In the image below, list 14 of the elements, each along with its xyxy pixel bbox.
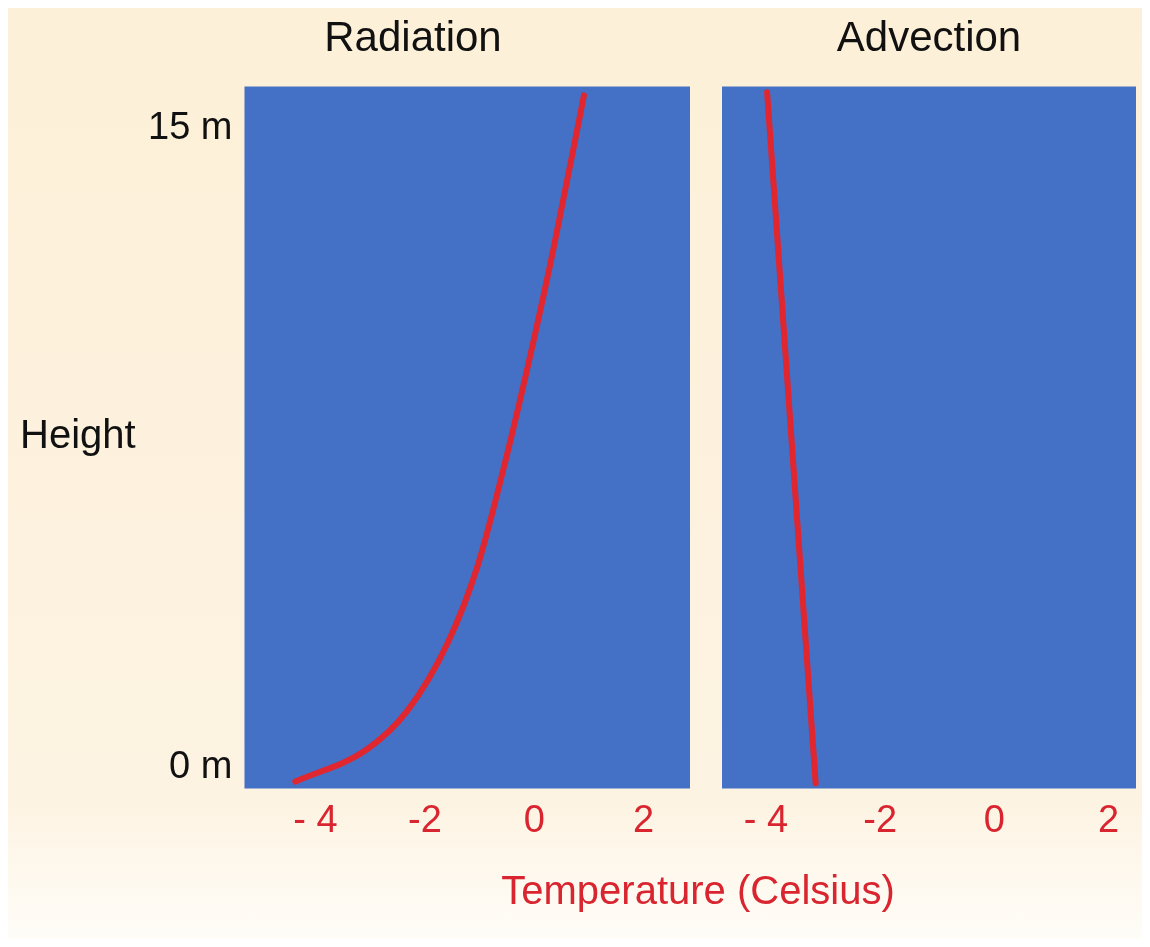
y-tick-label: 15 m <box>148 105 233 148</box>
y-tick-label: 0 m <box>169 743 233 786</box>
chart-title: Radiation <box>324 12 502 60</box>
x-tick-label: 2 <box>632 797 655 840</box>
x-tick-label: 0 <box>523 797 545 840</box>
x-tick-label: -2 <box>407 797 442 840</box>
x-tick-label: - 4 <box>743 797 789 840</box>
x-tick-label: 0 <box>983 797 1005 840</box>
x-tick-label: 2 <box>1098 797 1120 840</box>
y-axis-title: Height <box>20 411 136 457</box>
x-tick-label: - 4 <box>293 797 338 840</box>
x-axis-title: Temperature (Celsius) <box>500 868 896 913</box>
x-tick-label: -2 <box>863 797 898 840</box>
chart-title: Advection <box>836 12 1022 60</box>
